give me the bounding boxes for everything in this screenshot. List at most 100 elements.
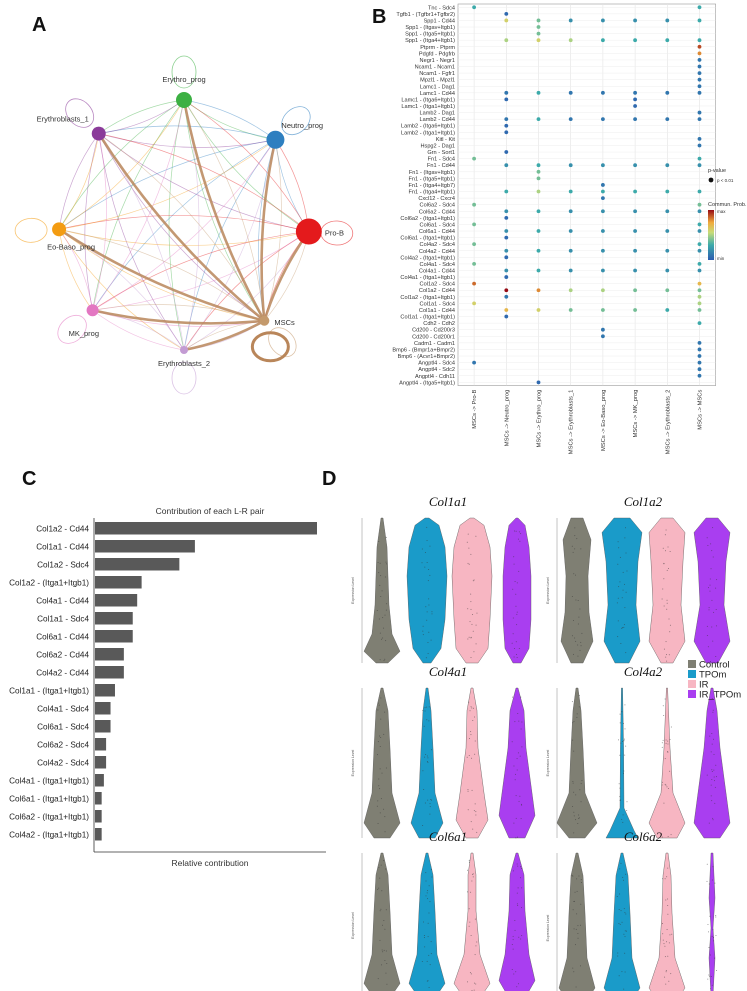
violin-point <box>668 654 670 656</box>
violin-point <box>521 867 523 869</box>
dotplot-point <box>697 373 702 378</box>
violin-point <box>663 802 665 804</box>
violin-point <box>711 698 713 700</box>
dotplot-point <box>665 248 670 253</box>
violin-point <box>667 787 669 789</box>
violin-point <box>385 972 387 974</box>
dotplot-row-label: Hspg2 - Dag1 <box>420 143 455 149</box>
violin-point <box>623 879 624 881</box>
dotplot-point <box>504 163 509 168</box>
violin-point <box>669 551 671 553</box>
violin-point <box>430 798 432 800</box>
dotplot-point <box>568 308 573 312</box>
violin-point <box>572 875 574 877</box>
network-edge <box>58 229 93 311</box>
violin-point <box>573 832 575 834</box>
network-edge <box>98 125 276 141</box>
violin-shape <box>648 687 686 839</box>
violin-point <box>468 908 470 910</box>
dotplot-point <box>665 268 670 273</box>
violin-point <box>712 527 714 529</box>
dotplot-col-label: MSCs -> MSCs <box>698 390 704 430</box>
dotplot-point <box>504 189 509 194</box>
dotplot-point <box>601 327 605 332</box>
violin-point <box>664 783 666 785</box>
network-edge <box>92 139 276 311</box>
violin-point <box>625 552 627 554</box>
violin-point <box>429 545 431 547</box>
violin-point <box>626 801 628 803</box>
violin-point <box>668 568 670 570</box>
network-node-label: Erythroblasts_1 <box>37 115 89 124</box>
violin-point <box>580 879 582 881</box>
violin-point <box>512 633 514 635</box>
violin-point <box>379 939 381 941</box>
dotplot-point <box>504 255 509 260</box>
violin-point <box>377 709 379 711</box>
violin-point <box>470 636 472 638</box>
dotplot-point <box>601 196 605 201</box>
violin-point <box>709 578 711 580</box>
violin-point <box>422 770 424 772</box>
violin-point <box>515 593 517 595</box>
network-edge <box>92 99 185 311</box>
violin-point <box>517 887 519 889</box>
violin-point <box>380 697 382 699</box>
dotplot-point <box>536 189 541 194</box>
violin-point <box>707 978 709 980</box>
violin-point <box>617 597 619 599</box>
violin-point <box>666 928 668 930</box>
violin-point <box>577 933 579 935</box>
bar <box>95 522 317 535</box>
violin-point <box>626 809 628 811</box>
dotplot-point <box>504 117 509 122</box>
violin-point <box>713 754 715 756</box>
violin-point <box>516 769 518 771</box>
violin-point <box>578 695 580 697</box>
violin-y-axis-label: Expression Level <box>546 914 550 941</box>
violin-point <box>472 630 474 632</box>
dotplot-point <box>697 77 702 82</box>
violin-point <box>386 563 388 565</box>
network-edge <box>92 231 310 311</box>
network-edge <box>264 231 310 321</box>
dotplot-point <box>536 117 541 122</box>
dotplot-point <box>536 31 541 36</box>
dotplot-point <box>472 156 476 161</box>
dotplot-point <box>633 90 637 95</box>
violin-point <box>426 761 428 763</box>
violin-point <box>707 587 709 589</box>
dotplot-point <box>504 150 509 154</box>
dotplot-point <box>601 163 605 168</box>
violin-point <box>710 784 712 786</box>
violin-point <box>622 821 624 823</box>
violin-legend-label: TPOm <box>699 670 727 681</box>
violin-point <box>381 949 383 951</box>
violin-point <box>431 611 433 613</box>
dotplot-point <box>504 38 509 43</box>
dotplot-point <box>472 242 476 247</box>
violin-point <box>713 776 715 778</box>
network-edge <box>98 133 185 351</box>
violin-point <box>472 828 474 830</box>
violin-point <box>665 899 667 901</box>
violin-point <box>616 602 618 604</box>
violin-point <box>377 562 379 564</box>
violin-point <box>668 980 670 982</box>
violin-point <box>670 726 672 728</box>
violin-point <box>469 710 471 712</box>
violin-point <box>572 805 574 807</box>
violin-point <box>424 802 426 804</box>
violin-point <box>423 725 425 727</box>
violin-point <box>709 735 711 737</box>
dotplot-row-label: Bmp6 - (Acvr1+Bmpr2) <box>398 354 455 360</box>
violin-point <box>377 888 379 890</box>
network-edge <box>58 133 100 230</box>
violin-point <box>521 887 523 889</box>
violin-point <box>708 822 710 824</box>
violin-y-axis-label: Expression Level <box>351 577 355 604</box>
violin-point <box>469 921 471 923</box>
violin-point <box>472 719 474 721</box>
violin-point <box>513 870 515 872</box>
dotplot-point <box>697 321 702 326</box>
